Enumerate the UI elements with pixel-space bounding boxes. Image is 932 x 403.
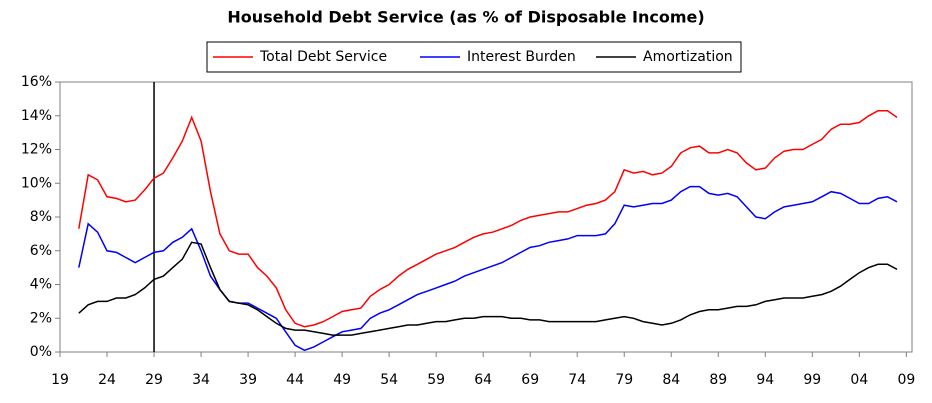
x-tick-label: 44 xyxy=(286,372,304,388)
y-tick-label: 14% xyxy=(21,108,52,124)
x-tick-label: 64 xyxy=(474,372,492,388)
legend-label: Interest Burden xyxy=(467,49,576,65)
legend-box xyxy=(206,41,742,73)
y-tick-label: 12% xyxy=(21,142,52,158)
y-tick-label: 8% xyxy=(30,209,52,225)
x-tick-label: 19 xyxy=(51,372,69,388)
x-tick-label: 94 xyxy=(756,372,774,388)
y-tick-label: 16% xyxy=(21,74,52,90)
legend-label: Total Debt Service xyxy=(259,49,387,65)
y-tick-label: 2% xyxy=(30,310,52,326)
y-tick-label: 6% xyxy=(30,243,52,259)
x-tick-label: 49 xyxy=(333,372,351,388)
legend-label: Amortization xyxy=(643,49,733,65)
x-tick-label: 84 xyxy=(662,372,680,388)
chart-title: Household Debt Service (as % of Disposab… xyxy=(227,8,704,27)
y-tick-label: 0% xyxy=(30,344,52,360)
x-tick-label: 34 xyxy=(192,372,210,388)
series-line xyxy=(78,241,898,336)
x-tick-label: 69 xyxy=(521,372,539,388)
plot-area xyxy=(59,81,913,353)
series-line xyxy=(78,109,898,328)
x-tick-label: 74 xyxy=(568,372,586,388)
x-tick-label: 54 xyxy=(380,372,398,388)
x-tick-label: 04 xyxy=(850,372,868,388)
x-tick-label: 89 xyxy=(709,372,727,388)
x-tick-label: 24 xyxy=(98,372,116,388)
y-tick-label: 4% xyxy=(30,277,52,293)
x-tick-label: 29 xyxy=(145,372,163,388)
x-tick-label: 39 xyxy=(239,372,257,388)
x-tick-label: 09 xyxy=(897,372,915,388)
x-tick-label: 99 xyxy=(803,372,821,388)
x-tick-label: 59 xyxy=(427,372,445,388)
x-tick-label: 79 xyxy=(615,372,633,388)
y-tick-label: 10% xyxy=(21,175,52,191)
series-line xyxy=(78,185,898,352)
